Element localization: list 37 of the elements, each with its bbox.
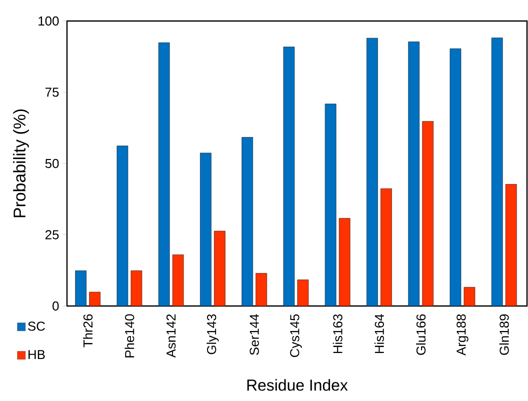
bar	[283, 46, 295, 306]
x-tick-label: His164	[374, 314, 384, 354]
y-tick-label: 100	[38, 16, 59, 26]
x-tick-label: Arg188	[456, 314, 468, 356]
y-axis-title: Probability (%)	[13, 110, 29, 218]
y-tick-label: 0	[52, 301, 59, 311]
x-tick-label: Cys145	[290, 314, 302, 358]
bar	[505, 184, 517, 306]
bar	[380, 188, 392, 306]
bar	[338, 218, 350, 306]
legend-label: HB	[28, 350, 45, 360]
bar	[158, 42, 170, 306]
bar	[116, 146, 128, 306]
y-tick-label: 75	[45, 88, 59, 97]
legend-label: SC	[28, 322, 45, 331]
x-tick-label: Glu166	[416, 314, 426, 355]
y-tick-label: 25	[45, 230, 59, 240]
x-tick-label: Gly143	[206, 314, 219, 354]
bar	[214, 230, 226, 306]
bar	[450, 48, 462, 306]
x-axis-title: Residue Index	[247, 379, 348, 391]
x-tick-label: Asn142	[166, 314, 176, 358]
x-tick-label: Ser144	[250, 314, 259, 355]
x-tick-label: Thr26	[83, 314, 93, 348]
bar	[491, 38, 503, 306]
bar	[422, 121, 434, 306]
x-tick-label: His163	[332, 314, 342, 354]
bar	[324, 104, 336, 306]
y-tick-label: 50	[45, 158, 59, 168]
x-tick-label: Gln189	[499, 314, 509, 355]
bar	[256, 273, 267, 306]
bar	[75, 270, 86, 306]
bar	[200, 152, 212, 306]
x-tick-label: Phe140	[124, 314, 134, 358]
bar	[408, 42, 420, 306]
bar	[366, 38, 378, 306]
bar	[242, 137, 253, 306]
